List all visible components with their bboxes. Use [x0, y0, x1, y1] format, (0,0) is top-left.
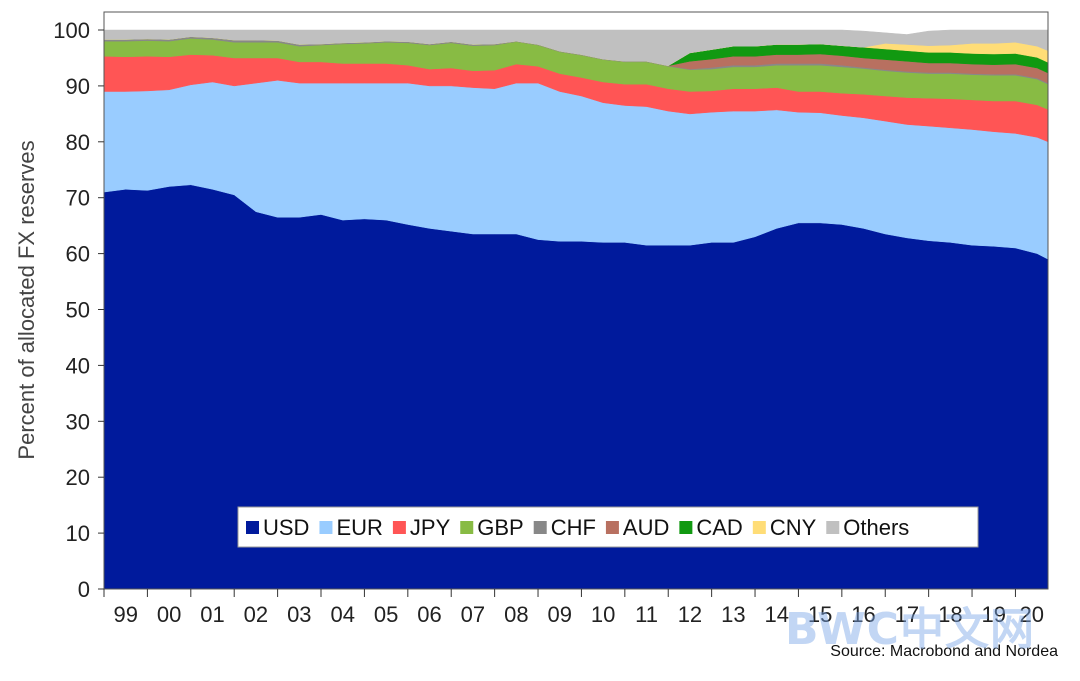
x-tick-label: 16 [851, 602, 875, 627]
x-tick-label: 99 [113, 602, 137, 627]
legend-swatch-usd [246, 521, 259, 534]
x-tick-label: 04 [330, 602, 354, 627]
legend-swatch-gbp [460, 521, 474, 534]
x-tick-label: 11 [635, 602, 658, 627]
y-tick-label: 50 [66, 298, 90, 323]
x-tick-label: 00 [157, 602, 181, 627]
y-axis-title: Percent of allocated FX reserves [14, 140, 39, 459]
x-tick-label: 13 [721, 602, 745, 627]
x-tick-label: 14 [764, 602, 788, 627]
legend-label-jpy: JPY [410, 515, 451, 540]
x-tick-label: 01 [200, 602, 224, 627]
x-tick-label: 08 [504, 602, 528, 627]
y-tick-label: 30 [66, 409, 90, 434]
x-tick-label: 20 [1019, 602, 1043, 627]
legend-swatch-aud [605, 521, 619, 534]
y-tick-label: 80 [66, 130, 90, 155]
legend-swatch-jpy [392, 521, 406, 534]
y-tick-label: 10 [66, 521, 90, 546]
y-tick-label: 0 [78, 577, 90, 602]
legend-swatch-eur [319, 521, 333, 534]
watermark-logo: BWC中文网 [785, 604, 1035, 655]
y-tick-label: 100 [53, 18, 90, 43]
x-tick-label: 10 [591, 602, 615, 627]
y-tick-label: 70 [66, 186, 90, 211]
y-tick-label: 60 [66, 242, 90, 267]
legend-swatch-cad [679, 521, 693, 534]
y-tick-label: 40 [66, 353, 90, 378]
x-tick-label: 15 [808, 602, 832, 627]
x-tick-label: 18 [938, 602, 962, 627]
x-tick-label: 12 [678, 602, 702, 627]
legend: USD EUR JPY GBP CHF AUD CAD CNY Others [237, 506, 979, 548]
axes: 0 10 20 30 40 50 60 70 80 90 100 99 00 01 02 03 04 05 06 07… [53, 11, 1049, 627]
area-series-group [103, 29, 1049, 590]
legend-label-cny: CNY [770, 515, 817, 540]
plot-frame [103, 11, 1049, 590]
legend-label-cad: CAD [696, 515, 742, 540]
source-note: Source: Macrobond and Nordea [830, 643, 1058, 660]
x-tick-label: 07 [461, 602, 485, 627]
x-tick-label: 03 [287, 602, 311, 627]
y-tick-label: 20 [66, 465, 90, 490]
legend-swatch-others [826, 521, 840, 534]
legend-swatch-chf [533, 521, 547, 534]
legend-swatch-cny [752, 521, 766, 534]
legend-label-aud: AUD [623, 515, 669, 540]
x-tick-label: 02 [244, 602, 268, 627]
legend-label-usd: USD [263, 515, 309, 540]
y-tick-label: 90 [66, 74, 90, 99]
legend-label-chf: CHF [551, 515, 596, 540]
x-tick-label: 09 [547, 602, 571, 627]
x-tick-label: 05 [374, 602, 398, 627]
legend-label-gbp: GBP [477, 515, 523, 540]
x-tick-label: 17 [895, 602, 919, 627]
legend-label-others: Others [843, 515, 909, 540]
legend-label-eur: EUR [336, 515, 382, 540]
x-tick-label: 19 [982, 602, 1006, 627]
x-tick-label: 06 [417, 602, 441, 627]
